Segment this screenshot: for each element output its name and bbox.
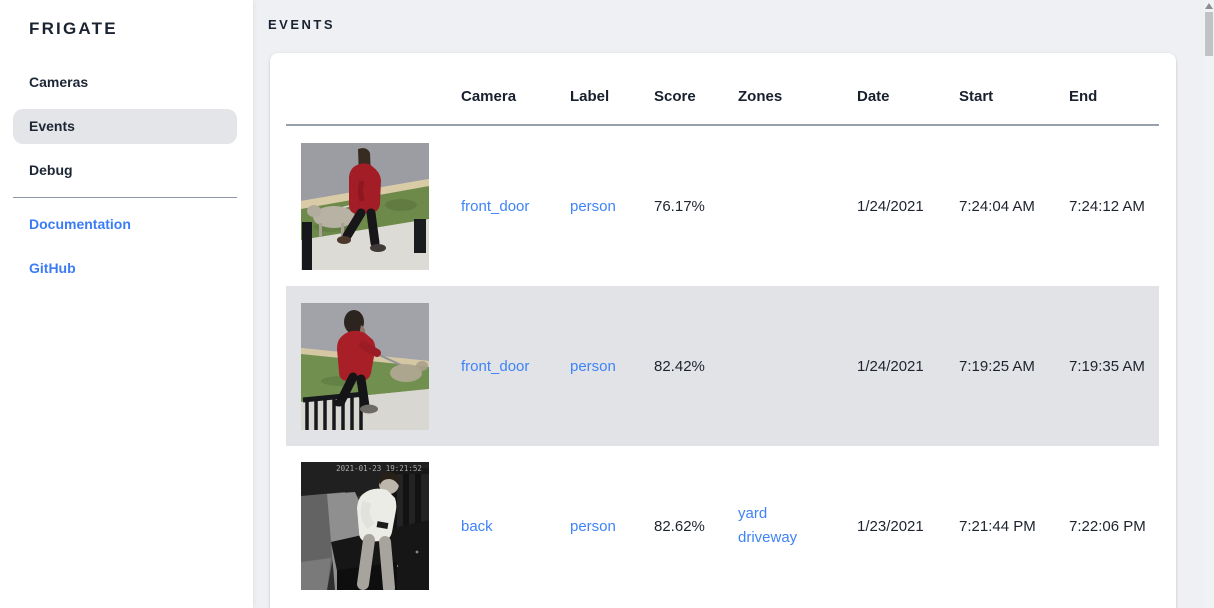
- events-table: Camera Label Score Zones Date Start End: [286, 53, 1159, 606]
- thumbnail-cell: [286, 302, 461, 430]
- zone-link[interactable]: yard: [738, 505, 768, 522]
- sidebar-nav: Cameras Events Debug Documentation GitHu…: [0, 65, 253, 286]
- sidebar-link-documentation[interactable]: Documentation: [29, 216, 131, 232]
- camera-cell: front_door: [461, 198, 570, 215]
- camera-cell: back: [461, 518, 570, 535]
- sidebar-link-github[interactable]: GitHub: [29, 260, 76, 276]
- event-row[interactable]: front_door person 76.17% 1/24/2021 7:24:…: [286, 126, 1159, 286]
- label-cell: person: [570, 358, 654, 375]
- camera-link[interactable]: front_door: [461, 357, 530, 375]
- sidebar-divider: [13, 197, 237, 198]
- label-link[interactable]: person: [570, 517, 616, 535]
- event-thumbnail[interactable]: [301, 142, 429, 270]
- end-cell: 7:22:06 PM: [1069, 517, 1146, 535]
- sidebar-item-events[interactable]: Events: [13, 109, 237, 144]
- date-cell: 1/24/2021: [857, 197, 924, 215]
- label-cell: person: [570, 518, 654, 535]
- zones-cell: yard driveway: [738, 502, 857, 550]
- zone-link[interactable]: driveway: [738, 529, 798, 546]
- app-title: FRIGATE: [29, 19, 118, 38]
- scrollbar-thumb[interactable]: [1205, 12, 1213, 56]
- start-cell: 7:21:44 PM: [959, 517, 1036, 535]
- date-cell: 1/23/2021: [857, 517, 924, 535]
- column-header-label: Label: [570, 88, 610, 105]
- sidebar-item-debug[interactable]: Debug: [29, 162, 73, 178]
- camera-link[interactable]: front_door: [461, 197, 530, 215]
- score-cell: 82.62%: [654, 517, 705, 535]
- column-header-zones: Zones: [738, 88, 783, 105]
- camera-cell: front_door: [461, 358, 570, 375]
- event-row[interactable]: front_door person 82.42% 1/24/2021 7:19:…: [286, 286, 1159, 446]
- events-card: Camera Label Score Zones Date Start End: [270, 53, 1176, 608]
- thumbnail-cell: [286, 142, 461, 270]
- event-thumbnail[interactable]: [301, 302, 429, 430]
- table-header-row: Camera Label Score Zones Date Start End: [286, 53, 1159, 126]
- start-cell: 7:24:04 AM: [959, 197, 1035, 215]
- column-header-end: End: [1069, 88, 1098, 105]
- event-row[interactable]: 2021-01-23 19:21:52 back person 82.62% y…: [286, 446, 1159, 606]
- column-header-thumbnail: [286, 105, 461, 124]
- score-cell: 76.17%: [654, 197, 705, 215]
- end-cell: 7:24:12 AM: [1069, 197, 1145, 215]
- thumbnail-cell: 2021-01-23 19:21:52: [286, 462, 461, 590]
- end-cell: 7:19:35 AM: [1069, 357, 1145, 375]
- column-header-start: Start: [959, 88, 994, 105]
- camera-link[interactable]: back: [461, 517, 493, 535]
- start-cell: 7:19:25 AM: [959, 357, 1035, 375]
- column-header-camera: Camera: [461, 88, 517, 105]
- column-header-date: Date: [857, 88, 890, 105]
- label-link[interactable]: person: [570, 357, 616, 375]
- date-cell: 1/24/2021: [857, 357, 924, 375]
- column-header-score: Score: [654, 88, 696, 105]
- label-link[interactable]: person: [570, 197, 616, 215]
- scrollbar-track[interactable]: [1204, 0, 1214, 608]
- thumbnail-timestamp-overlay: 2021-01-23 19:21:52: [336, 464, 422, 473]
- scroll-up-arrow-icon[interactable]: [1205, 3, 1213, 9]
- score-cell: 82.42%: [654, 357, 705, 375]
- sidebar: FRIGATE Cameras Events Debug Documentati…: [0, 0, 253, 608]
- label-cell: person: [570, 198, 654, 215]
- page-title: EVENTS: [268, 17, 336, 32]
- event-thumbnail[interactable]: 2021-01-23 19:21:52: [301, 462, 429, 590]
- sidebar-item-cameras[interactable]: Cameras: [29, 74, 89, 90]
